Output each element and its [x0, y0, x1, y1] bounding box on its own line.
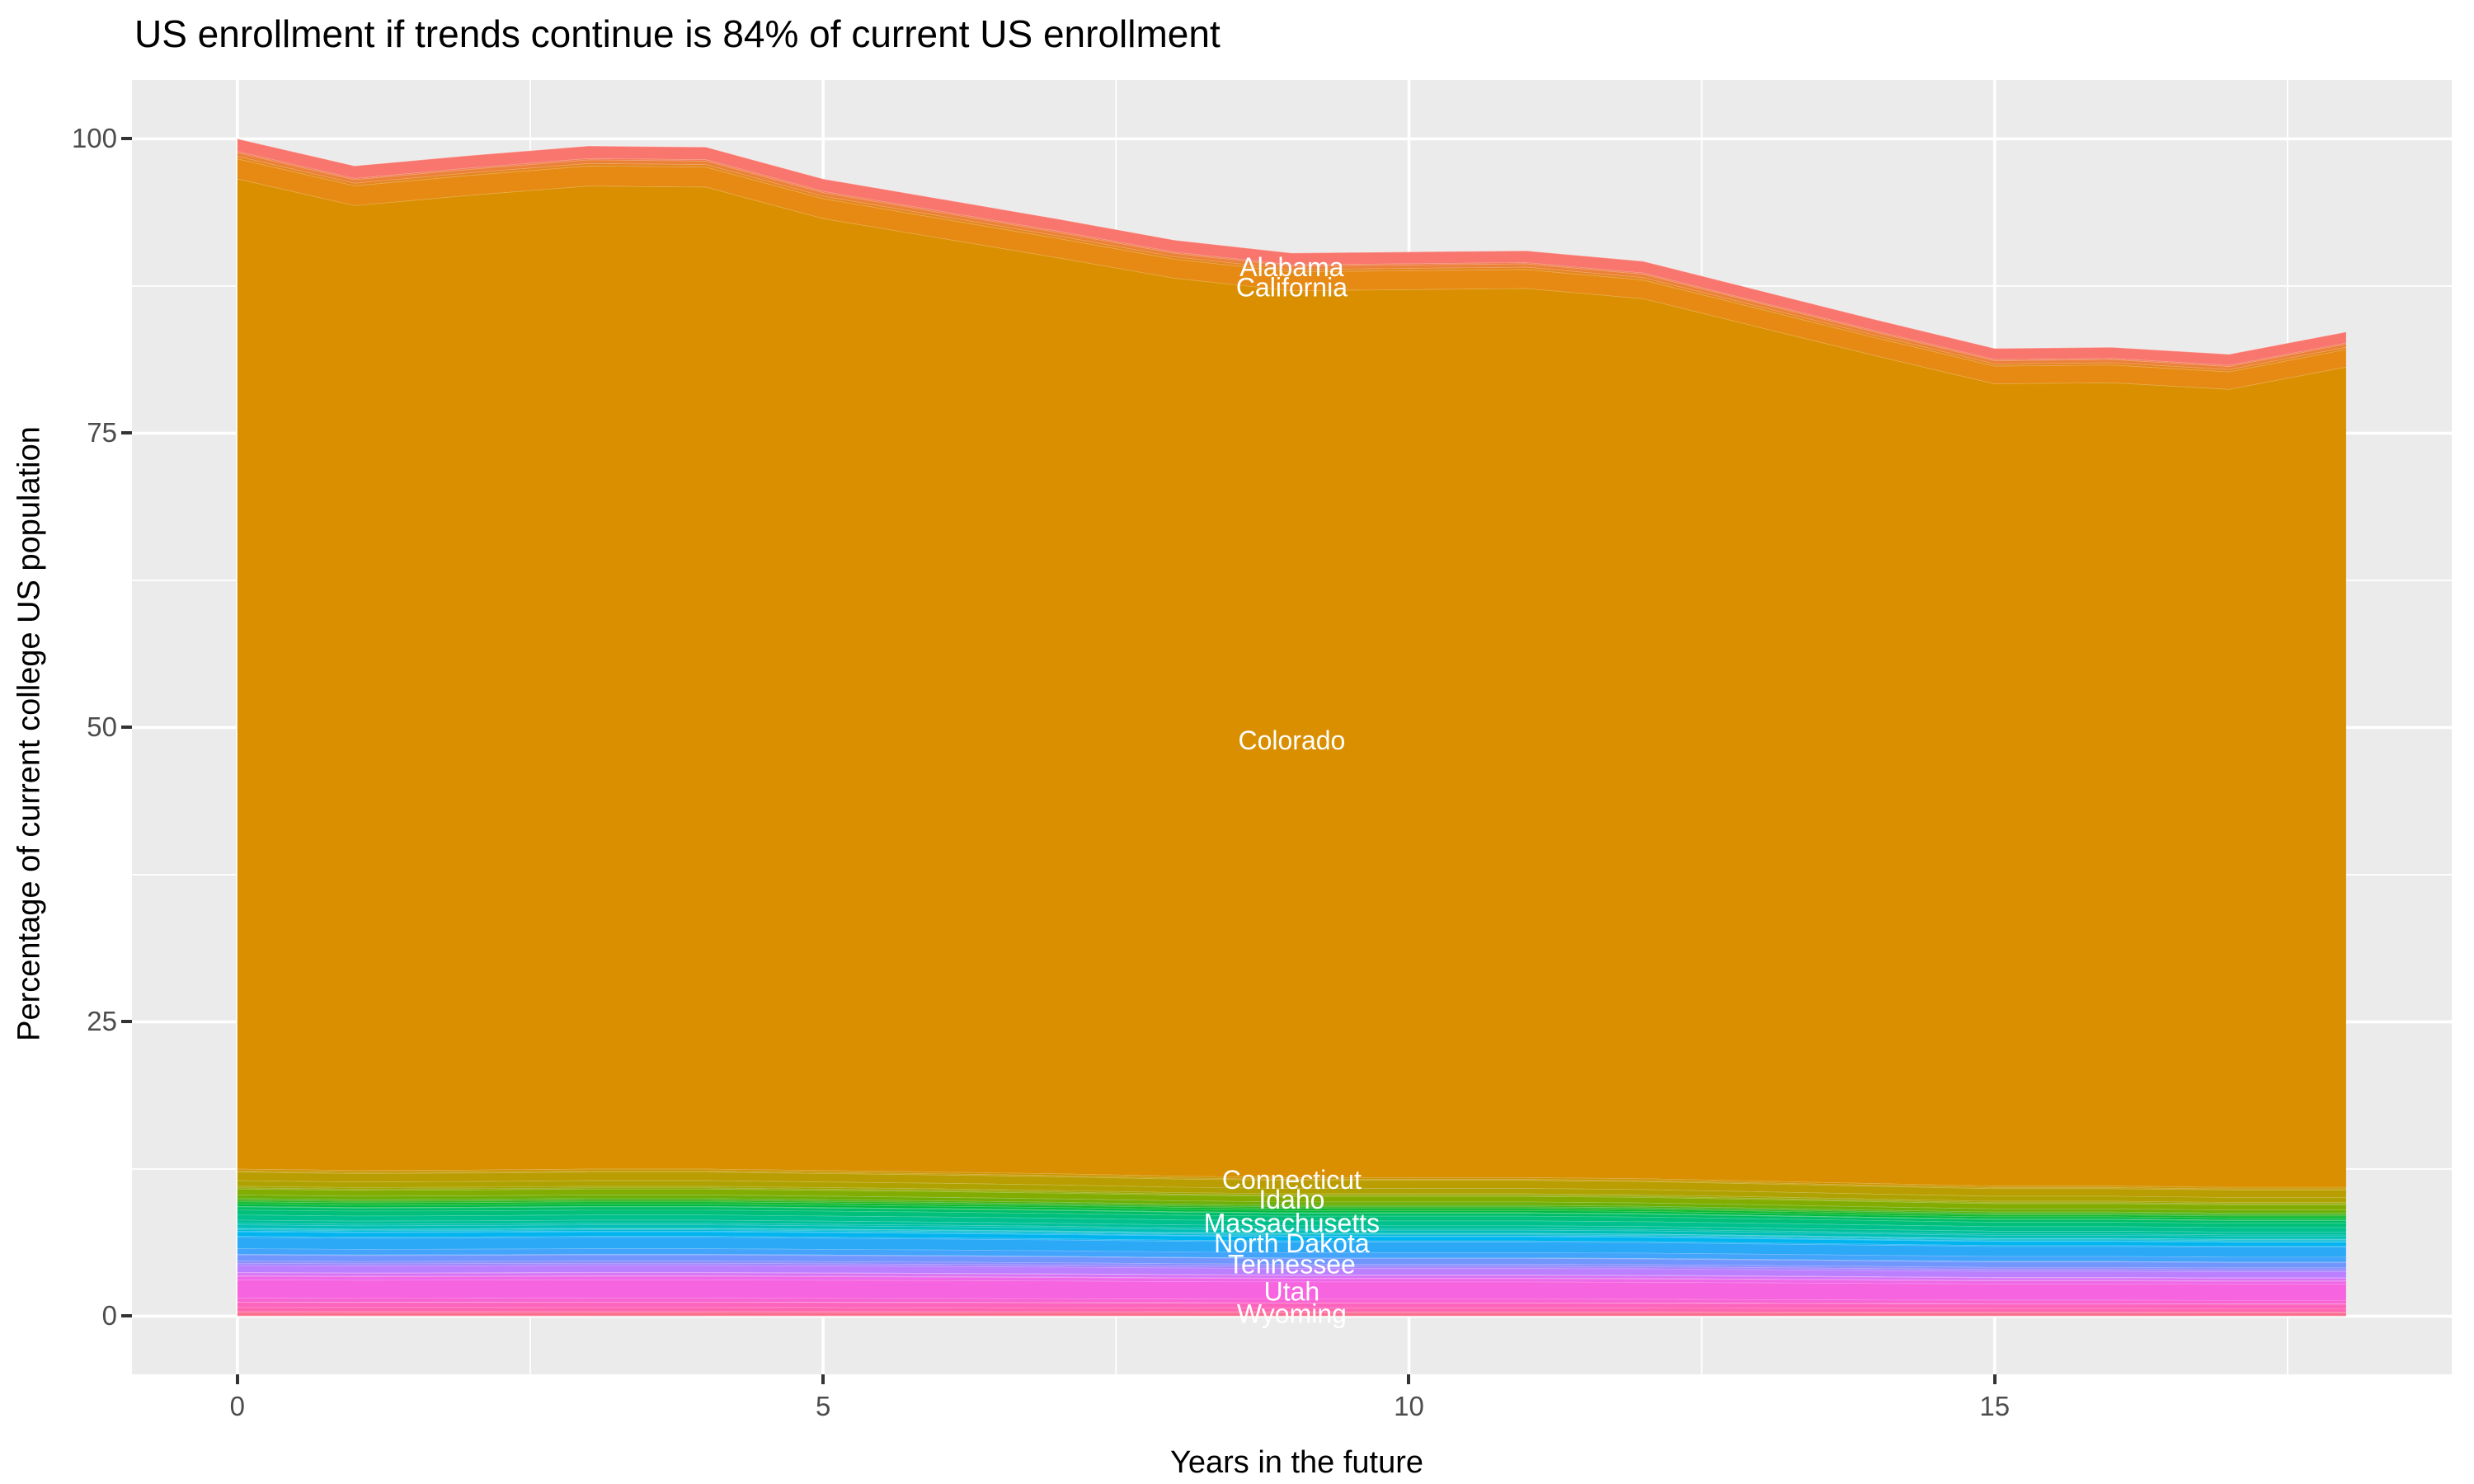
area-band-nebraska [237, 1228, 2346, 1241]
area-band-indiana [237, 1195, 2346, 1214]
area-band-utah [237, 1298, 2346, 1304]
area-band-missouri [237, 1224, 2346, 1239]
area-band-mississippi [237, 1223, 2346, 1237]
area-band-alabama [237, 139, 2346, 365]
area-band-idaho [237, 1187, 2346, 1205]
state-label-massachusetts: Massachusetts [1204, 1209, 1380, 1238]
area-band-pennsylvania [237, 1265, 2346, 1278]
state-label-tennessee: Tennessee [1228, 1250, 1356, 1280]
area-band-delaware [237, 1171, 2346, 1190]
area-band-south-carolina [237, 1272, 2346, 1281]
y-tick-label: 0 [101, 1300, 117, 1331]
area-band-connecticut [237, 1168, 2346, 1189]
area-band-louisiana [237, 1204, 2346, 1220]
x-tick-label: 0 [229, 1391, 246, 1421]
area-band-virginia [237, 1302, 2346, 1308]
state-label-colorado: Colorado [1238, 726, 1345, 755]
area-band-kentucky [237, 1201, 2346, 1219]
x-tick-label: 15 [1979, 1391, 2011, 1421]
area-band-illinois [237, 1189, 2346, 1210]
area-band-south-dakota [237, 1275, 2346, 1281]
y-tick-label: 75 [87, 417, 117, 448]
area-band-new-hampshire [237, 1231, 2346, 1242]
area-band-georgia [237, 1180, 2346, 1203]
state-label-north-dakota: North Dakota [1214, 1228, 1370, 1258]
area-band-wisconsin [237, 1312, 2346, 1316]
area-band-arizona [237, 153, 2346, 370]
y-tick-mark [121, 1314, 132, 1318]
area-band-new-jersey [237, 1231, 2346, 1247]
y-tick-label: 100 [71, 123, 117, 154]
chart-title: US enrollment if trends continue is 84% … [134, 12, 1221, 55]
area-band-oregon [237, 1263, 2346, 1272]
x-tick-label: 5 [815, 1391, 831, 1421]
area-band-massachusetts [237, 1209, 2346, 1228]
area-band-maine [237, 1206, 2346, 1221]
area-band-vermont [237, 1302, 2346, 1304]
area-band-north-carolina [237, 1248, 2346, 1262]
area-band-colorado [237, 178, 2346, 1187]
state-label-idaho: Idaho [1258, 1185, 1324, 1214]
area-band-edge-alabama [237, 138, 2347, 355]
area-band-west-virginia [237, 1311, 2346, 1313]
area-band-minnesota [237, 1219, 2346, 1235]
x-tick-label: 10 [1394, 1391, 1424, 1421]
state-label-wyoming: Wyoming [1237, 1299, 1347, 1329]
area-band-florida [237, 1172, 2346, 1198]
area-band-wyoming [237, 1315, 2346, 1317]
y-tick-mark [121, 431, 132, 435]
y-tick-mark [121, 726, 132, 730]
area-band-montana [237, 1228, 2346, 1240]
y-tick-mark [121, 137, 132, 141]
x-axis-title: Years in the future [1169, 1445, 1424, 1480]
area-band-new-york [237, 1237, 2346, 1257]
x-tick-mark [821, 1374, 825, 1384]
area-band-maryland [237, 1206, 2346, 1223]
state-label-connecticut: Connecticut [1222, 1165, 1362, 1195]
area-band-kansas [237, 1200, 2346, 1216]
area-band-michigan [237, 1214, 2346, 1233]
area-band-california [237, 158, 2346, 390]
state-label-california: California [1236, 272, 1348, 302]
area-band-tennessee [237, 1275, 2346, 1284]
area-band-new-mexico [237, 1236, 2346, 1247]
y-tick-label: 25 [87, 1006, 117, 1037]
area-band-iowa [237, 1198, 2346, 1214]
area-band-ohio [237, 1254, 2346, 1268]
area-band-nevada [237, 1229, 2346, 1242]
area-band-hawaii [237, 1186, 2346, 1204]
area-band-oklahoma [237, 1261, 2346, 1270]
y-tick-mark [121, 1020, 132, 1024]
area-band-texas [237, 1280, 2346, 1300]
state-label-utah: Utah [1264, 1276, 1320, 1306]
x-tick-mark [1992, 1374, 1997, 1384]
state-label-alabama: Alabama [1239, 252, 1344, 282]
area-band-washington [237, 1307, 2346, 1313]
y-tick-label: 50 [87, 711, 117, 743]
area-band-rhode-island [237, 1272, 2346, 1279]
x-tick-mark [235, 1374, 239, 1384]
x-tick-mark [1407, 1374, 1411, 1384]
